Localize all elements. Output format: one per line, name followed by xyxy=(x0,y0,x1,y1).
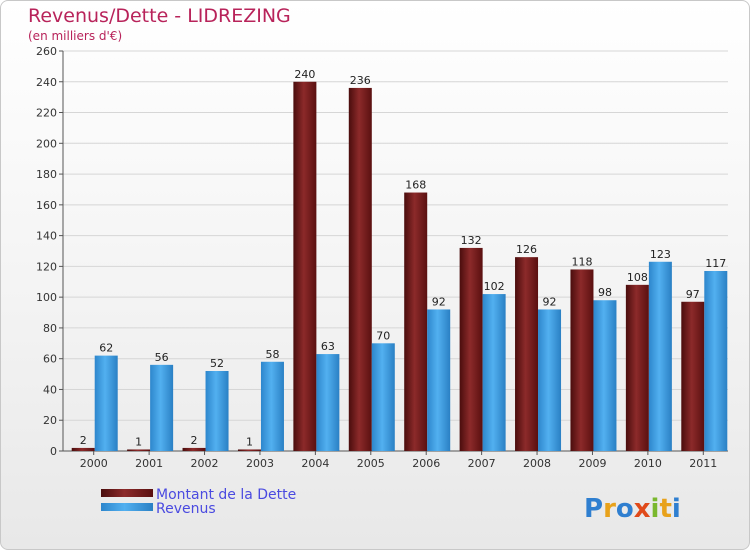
revenus-value-label: 63 xyxy=(321,340,335,353)
dette-bar-2010 xyxy=(625,284,649,451)
dette-value-label: 108 xyxy=(627,271,648,284)
chart-title: Revenus/Dette - LIDREZING xyxy=(28,5,291,27)
y-tick-label: 100 xyxy=(36,291,57,304)
revenus-value-label: 92 xyxy=(543,295,557,308)
revenus-bar-2007 xyxy=(482,294,506,451)
x-tick-label: 2006 xyxy=(412,457,440,470)
revenus-bar-2005 xyxy=(371,343,395,451)
proxiti-logo: Proxiti xyxy=(584,494,681,524)
x-tick-label: 2000 xyxy=(80,457,108,470)
x-tick-label: 2004 xyxy=(301,457,329,470)
x-tick-label: 2011 xyxy=(689,457,717,470)
revenus-value-label: 62 xyxy=(99,342,113,355)
y-tick-label: 160 xyxy=(36,199,57,212)
dette-value-label: 97 xyxy=(686,288,700,301)
y-tick-label: 80 xyxy=(43,322,57,335)
x-tick-label: 2009 xyxy=(578,457,606,470)
revenus-bar-2000 xyxy=(94,355,118,451)
y-tick-label: 20 xyxy=(43,414,57,427)
revenus-value-label: 98 xyxy=(598,286,612,299)
revenus-value-label: 56 xyxy=(155,351,169,364)
dette-bar-2006 xyxy=(404,192,428,452)
revenus-bar-2002 xyxy=(205,371,229,451)
data-labels: 2 62 1 56 2 52 1 58 240 63 236 70 168 92 132 102 126 92 11… xyxy=(80,68,727,449)
revenus-bar-2003 xyxy=(260,361,284,451)
gridlines xyxy=(63,50,728,452)
dette-value-label: 2 xyxy=(191,434,198,447)
legend-label-revenus: Revenus xyxy=(156,501,216,517)
revenus-value-label: 117 xyxy=(705,257,726,270)
dette-bar-2009 xyxy=(570,269,594,451)
revenus-value-label: 70 xyxy=(376,329,390,342)
revenus-bar-2010 xyxy=(648,261,672,451)
dette-bar-2000 xyxy=(71,447,95,451)
dette-value-label: 236 xyxy=(350,74,371,87)
dette-value-label: 1 xyxy=(246,435,253,448)
revenus-value-label: 123 xyxy=(650,248,671,261)
y-tick-label: 200 xyxy=(36,137,57,150)
dette-bar-2003 xyxy=(237,449,261,451)
y-tick-label: 60 xyxy=(43,353,57,366)
y-tick-label: 0 xyxy=(50,445,57,458)
dette-value-label: 240 xyxy=(294,68,315,81)
dette-value-label: 1 xyxy=(135,435,142,448)
dette-value-label: 2 xyxy=(80,434,87,447)
axes: 0 20 40 60 80 100 120 140 160 180 200 220 240 260 2000… xyxy=(36,45,728,470)
dette-bar-2007 xyxy=(459,247,483,451)
legend-swatch-revenus xyxy=(101,503,153,511)
revenus-value-label: 102 xyxy=(484,280,505,293)
dette-bar-2004 xyxy=(293,81,317,452)
x-tick-label: 2002 xyxy=(191,457,219,470)
dette-bar-2005 xyxy=(348,87,372,451)
y-tick-label: 120 xyxy=(36,260,57,273)
x-tick-label: 2005 xyxy=(357,457,385,470)
y-tick-label: 240 xyxy=(36,76,57,89)
legend-swatch-dette xyxy=(101,489,153,497)
revenus-bar-2009 xyxy=(593,300,617,451)
legend-label-dette: Montant de la Dette xyxy=(156,487,296,503)
revenus-value-label: 58 xyxy=(265,348,279,361)
x-tick-label: 2008 xyxy=(523,457,551,470)
revenus-value-label: 92 xyxy=(432,295,446,308)
revenus-bar-2001 xyxy=(150,364,174,451)
y-tick-label: 220 xyxy=(36,107,57,120)
revenus-bar-2008 xyxy=(538,309,562,451)
dette-value-label: 132 xyxy=(461,234,482,247)
dette-bar-2001 xyxy=(127,449,151,451)
revenus-bar-2004 xyxy=(316,354,340,451)
revenus-value-label: 52 xyxy=(210,357,224,370)
dette-value-label: 126 xyxy=(516,243,537,256)
dette-bar-2008 xyxy=(515,257,539,451)
y-tick-label: 180 xyxy=(36,168,57,181)
y-tick-label: 260 xyxy=(36,45,57,58)
chart-subtitle: (en milliers d'€) xyxy=(28,29,123,43)
x-tick-label: 2010 xyxy=(634,457,662,470)
y-tick-label: 140 xyxy=(36,230,57,243)
revenus-bar-2011 xyxy=(704,271,728,451)
revenus-bar-2006 xyxy=(427,309,451,451)
dette-bar-2011 xyxy=(681,301,705,451)
bars xyxy=(71,81,728,452)
logo-text: Proxiti xyxy=(584,494,681,524)
y-tick-label: 40 xyxy=(43,383,57,396)
dette-value-label: 168 xyxy=(405,179,426,192)
dette-value-label: 118 xyxy=(571,255,592,268)
x-tick-label: 2001 xyxy=(135,457,163,470)
x-tick-label: 2003 xyxy=(246,457,274,470)
dette-bar-2002 xyxy=(182,447,206,451)
x-tick-label: 2007 xyxy=(468,457,496,470)
